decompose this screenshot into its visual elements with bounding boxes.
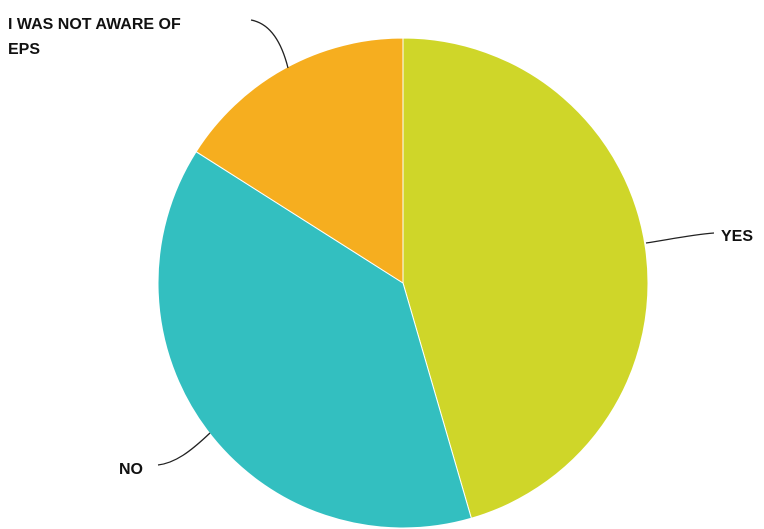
slice-labels: YES NO I WAS NOT AWARE OF EPS: [8, 16, 753, 478]
slice-label-i-was-not-aware-of-eps: EPS: [8, 41, 40, 58]
pie-slice-no: [157, 151, 472, 529]
pie-slice-yes: [402, 37, 649, 519]
leader-line-yes: [645, 232, 715, 244]
pie-slices: [157, 37, 649, 529]
leader-line-no: [157, 432, 211, 466]
leader-line-i-was-not-aware-of-eps: [250, 19, 289, 69]
slice-label-yes: YES: [721, 228, 753, 245]
pie-slice-i-was-not-aware-of-eps: [195, 37, 404, 284]
slice-label-no: NO: [119, 461, 143, 478]
slice-label-i-was-not-aware-of-eps: I WAS NOT AWARE OF: [8, 16, 181, 33]
label-leader-lines: [157, 19, 715, 466]
